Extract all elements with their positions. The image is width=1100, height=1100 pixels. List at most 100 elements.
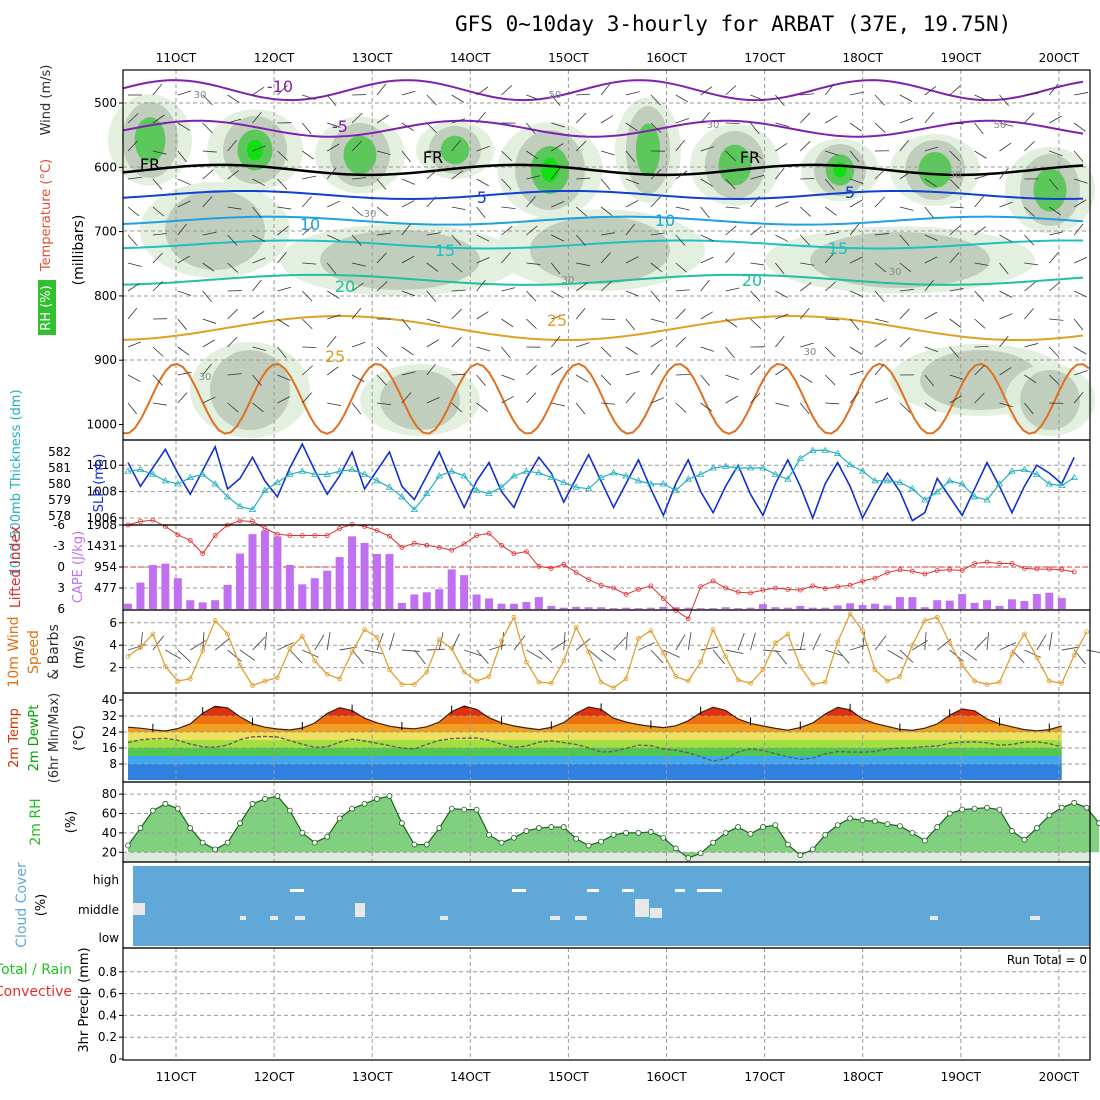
lifted-marker	[387, 533, 392, 539]
wind-barb	[725, 395, 738, 404]
wind-barb	[575, 234, 586, 246]
cloud-patch	[240, 916, 246, 920]
rh2m-tick-label: 60	[102, 807, 117, 821]
cape-bar	[373, 553, 381, 609]
cape-bar	[609, 608, 618, 609]
wind-barb	[401, 371, 416, 376]
wind10-marker	[561, 658, 567, 664]
cape-bar	[709, 608, 718, 609]
wind-barb	[401, 346, 414, 356]
wind-barb	[775, 366, 788, 376]
lifted-marker	[1009, 561, 1015, 566]
wind-barb	[1049, 318, 1064, 321]
wind-barb	[476, 402, 488, 412]
temp-contour-label: 25	[547, 311, 567, 330]
lifted-marker	[499, 542, 504, 548]
wind-barb	[551, 122, 565, 128]
wind-barb	[1049, 115, 1062, 124]
wind-barb	[501, 395, 515, 404]
thickness-line	[127, 449, 1075, 511]
wind-barb	[725, 287, 740, 292]
wind-barb	[575, 206, 587, 217]
wind-barb	[401, 150, 411, 163]
wind-barb	[625, 370, 640, 376]
wind-barb	[849, 178, 864, 184]
wind-barb	[601, 318, 616, 320]
lifted-marker	[810, 583, 816, 589]
wind-barb	[252, 279, 262, 292]
cape-bar	[883, 605, 892, 609]
wind-barb	[850, 91, 864, 96]
wind-barb	[824, 83, 835, 96]
lifted-marker	[424, 542, 430, 548]
lifted-marker	[735, 589, 741, 595]
wind-barb	[551, 313, 565, 320]
wind-barb	[700, 402, 713, 412]
wind-barb	[775, 262, 785, 275]
wind-barb	[426, 150, 441, 153]
cape-bar	[945, 600, 954, 609]
lifted-marker	[237, 518, 243, 524]
wind-barb	[1049, 231, 1064, 236]
cape-bar	[771, 607, 780, 609]
wind10-barb	[289, 649, 303, 664]
wind10-marker	[872, 667, 878, 673]
rh-marker	[237, 820, 243, 827]
thickness-marker	[883, 477, 892, 484]
wind10-marker	[685, 678, 691, 684]
wind10-marker	[162, 664, 168, 669]
wind-barb	[725, 225, 737, 236]
wind-barb	[600, 150, 615, 156]
wind-barb	[177, 178, 191, 186]
thickness-marker	[983, 496, 991, 503]
rh-marker	[212, 846, 219, 853]
wind10-unit-label: (m/s)	[72, 635, 87, 669]
wind10-barb	[476, 649, 489, 664]
wind-barb	[1049, 346, 1060, 358]
lifted-tick-label: -3	[53, 539, 65, 553]
wind-barb	[924, 346, 939, 353]
wind10-marker	[536, 679, 542, 685]
cape-bar	[858, 605, 867, 609]
temp2m-tick-label: 8	[109, 757, 117, 771]
wind-barb	[476, 145, 490, 152]
thickness-marker	[609, 469, 618, 476]
rh-marker	[311, 839, 318, 846]
wind-barb	[551, 234, 565, 242]
wind10-marker	[822, 679, 828, 685]
wind-barb	[401, 392, 412, 404]
wind10-marker	[934, 614, 940, 620]
rh-marker	[797, 852, 804, 859]
lifted-marker	[324, 533, 330, 538]
wind10-barb	[799, 632, 805, 651]
wind-barb	[476, 178, 489, 187]
wind10-barb	[152, 635, 165, 651]
thickness-marker	[472, 486, 481, 493]
isotherm-line-30	[122, 362, 1090, 435]
wind-barb	[1073, 318, 1084, 331]
wind10-marker	[997, 679, 1002, 685]
wind10-marker	[885, 678, 890, 684]
thickness-marker	[634, 477, 643, 484]
cloud-patch	[575, 916, 587, 920]
thickness-marker	[659, 480, 668, 487]
rh-marker	[1071, 799, 1078, 806]
wind10-marker	[461, 669, 467, 675]
wind-barb	[302, 262, 317, 265]
lifted-marker	[287, 533, 293, 538]
wind-barb	[625, 346, 638, 355]
wind-barb	[352, 177, 367, 180]
wind-barb	[376, 150, 391, 155]
rh-shade-50	[165, 190, 265, 270]
temp-band	[128, 756, 1062, 764]
wind-barb	[949, 225, 961, 236]
wind-barb	[601, 402, 616, 405]
rh-marker	[772, 822, 779, 829]
wind10-marker	[586, 649, 592, 655]
thickness-marker	[435, 472, 443, 479]
rh-marker	[934, 824, 941, 830]
wind-barb	[152, 252, 163, 264]
wind-barb	[202, 262, 215, 272]
wind-barb	[526, 290, 537, 302]
wind-barb	[600, 83, 611, 96]
